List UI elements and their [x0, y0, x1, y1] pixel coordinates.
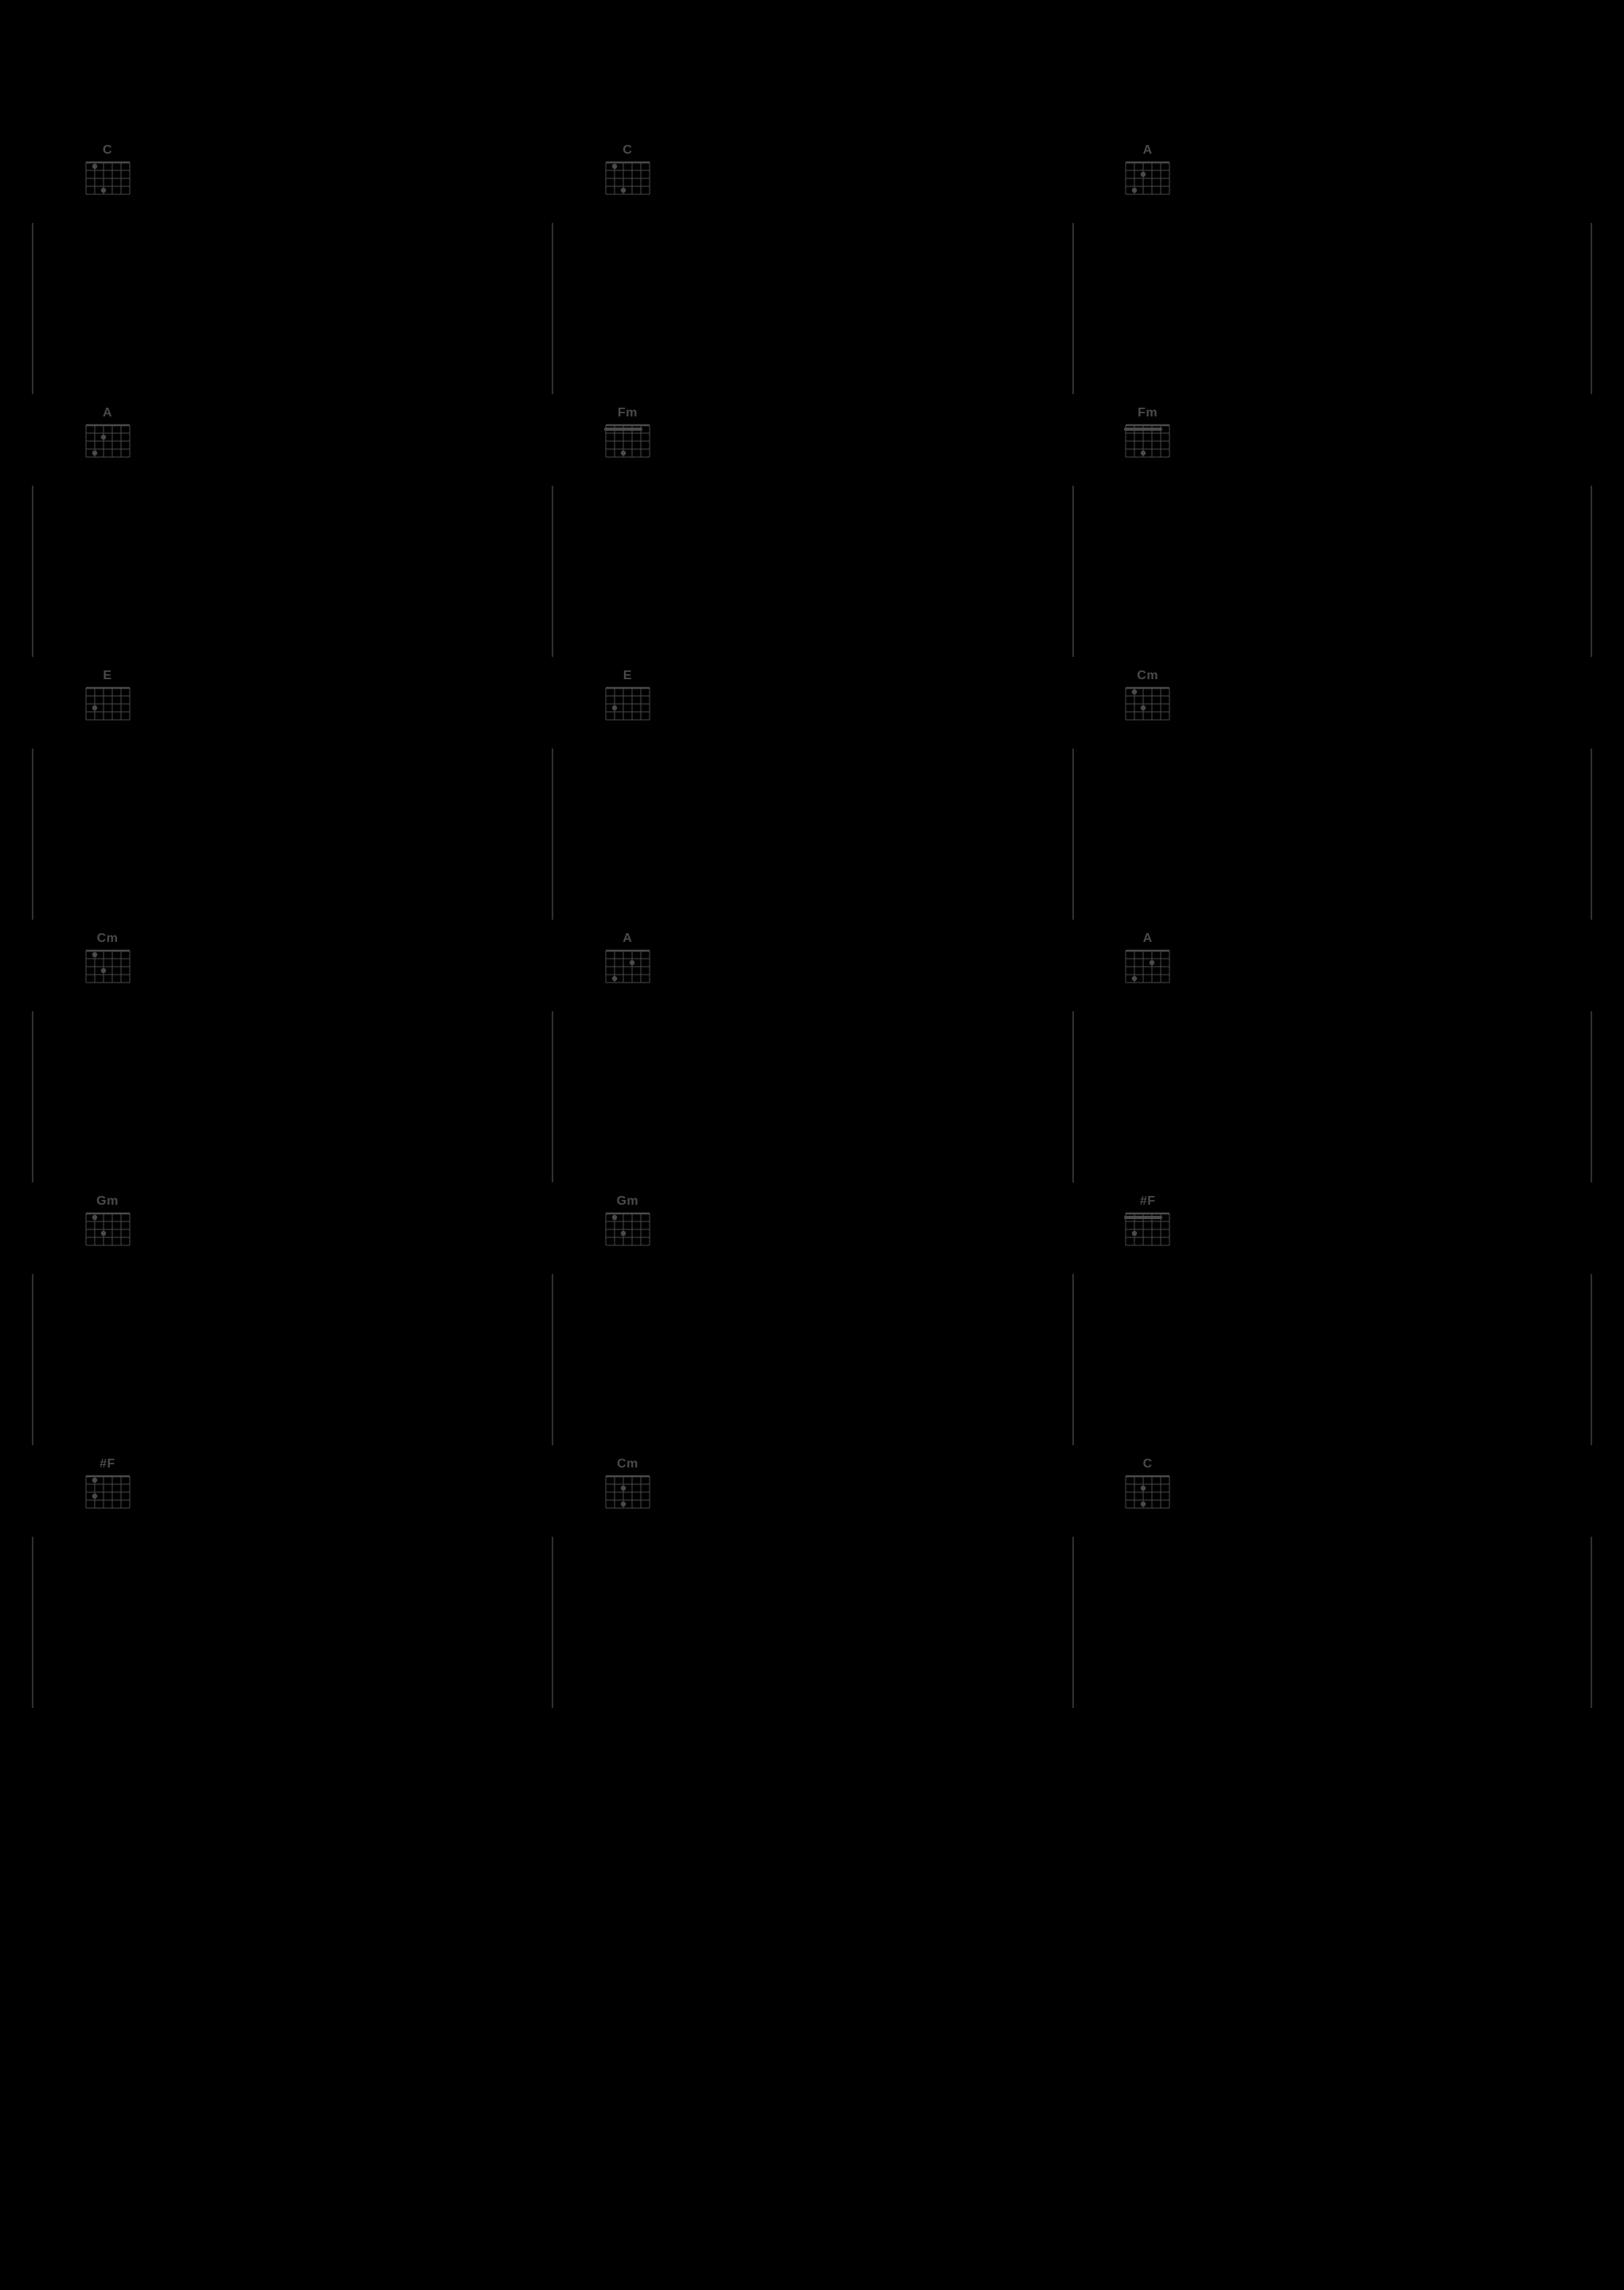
chord-label: Gm [80, 1194, 135, 1209]
chord-block: Gm [80, 1194, 135, 1256]
chord-block: A [1120, 932, 1176, 993]
barline-right [1591, 1011, 1592, 1182]
tab-area [32, 1537, 552, 1760]
chord-label: C [80, 143, 135, 158]
chord-block: C [80, 143, 135, 205]
chord-block: Fm [599, 406, 655, 467]
chord-label: Fm [599, 406, 655, 420]
measure: A [1072, 932, 1592, 1194]
measure: C [1072, 1457, 1592, 1720]
barline-left [32, 486, 33, 657]
chord-diagram-svg [1121, 159, 1174, 201]
chord-diagram-svg [601, 159, 654, 201]
chord-block: Cm [1120, 669, 1176, 730]
chord-label: A [599, 932, 655, 946]
measure: #F [32, 1457, 552, 1720]
barline-right [1591, 1537, 1592, 1708]
measure: Fm [552, 406, 1072, 669]
chord-label: E [80, 669, 135, 683]
chord-diagram-svg [81, 159, 135, 201]
tab-area [552, 1537, 1072, 1760]
chord-block: E [599, 669, 655, 730]
chord-label: Cm [599, 1457, 655, 1471]
measure: Cm [32, 932, 552, 1194]
chord-diagram-svg [601, 1473, 654, 1514]
chord-label: #F [80, 1457, 135, 1471]
chord-label: Cm [1120, 669, 1176, 683]
barline-right [1591, 223, 1592, 394]
chord-block: #F [80, 1457, 135, 1518]
chord-label: A [80, 406, 135, 420]
chord-block: A [599, 932, 655, 993]
chord-label: Cm [80, 932, 135, 946]
chord-diagram-svg [1121, 685, 1174, 726]
barline-right [1591, 486, 1592, 657]
chord-diagram-svg [601, 948, 654, 989]
barline-left [32, 1274, 33, 1445]
barline-left [32, 748, 33, 920]
chord-diagram-svg [1121, 422, 1174, 463]
chord-diagram-svg [1121, 1210, 1174, 1252]
chord-label: #F [1120, 1194, 1176, 1209]
chord-label: C [1120, 1457, 1176, 1471]
barline-left [32, 1011, 33, 1182]
measure: #F [1072, 1194, 1592, 1457]
measure: Cm [552, 1457, 1072, 1720]
measure: C [552, 143, 1072, 406]
chord-label: C [599, 143, 655, 158]
chord-block: A [80, 406, 135, 467]
measure: A [1072, 143, 1592, 406]
chord-diagram-svg [81, 1210, 135, 1252]
measure: A [32, 406, 552, 669]
chord-block: Gm [599, 1194, 655, 1256]
chord-block: Cm [599, 1457, 655, 1518]
measure: C [32, 143, 552, 406]
barline-right [1591, 748, 1592, 920]
measure: E [552, 669, 1072, 932]
chord-label: Fm [1120, 406, 1176, 420]
chord-diagram-svg [1121, 948, 1174, 989]
chord-block: #F [1120, 1194, 1176, 1256]
chord-diagram-svg [81, 1473, 135, 1514]
measure: A [552, 932, 1072, 1194]
chord-grid: C C A A Fm Fm E E Cm Cm A A Gm Gm #F #F Cm C [32, 143, 1592, 1720]
chord-label: E [599, 669, 655, 683]
chord-block: A [1120, 143, 1176, 205]
chord-block: C [1120, 1457, 1176, 1518]
chord-label: A [1120, 143, 1176, 158]
chord-diagram-svg [81, 685, 135, 726]
barline-right [1591, 1274, 1592, 1445]
chord-diagram-svg [81, 948, 135, 989]
tab-area [1072, 1537, 1592, 1760]
measure: Fm [1072, 406, 1592, 669]
chord-sheet-page: C C A A Fm Fm E E Cm Cm A A Gm Gm #F #F Cm C [0, 0, 1624, 2290]
chord-block: Cm [80, 932, 135, 993]
measure: Cm [1072, 669, 1592, 932]
measure: E [32, 669, 552, 932]
chord-diagram-svg [1121, 1473, 1174, 1514]
chord-block: E [80, 669, 135, 730]
barline-left [32, 223, 33, 394]
chord-label: A [1120, 932, 1176, 946]
measure: Gm [552, 1194, 1072, 1457]
chord-block: Fm [1120, 406, 1176, 467]
chord-diagram-svg [601, 422, 654, 463]
chord-diagram-svg [81, 422, 135, 463]
barline-left [32, 1537, 33, 1708]
chord-diagram-svg [601, 685, 654, 726]
chord-diagram-svg [601, 1210, 654, 1252]
chord-label: Gm [599, 1194, 655, 1209]
chord-block: C [599, 143, 655, 205]
measure: Gm [32, 1194, 552, 1457]
